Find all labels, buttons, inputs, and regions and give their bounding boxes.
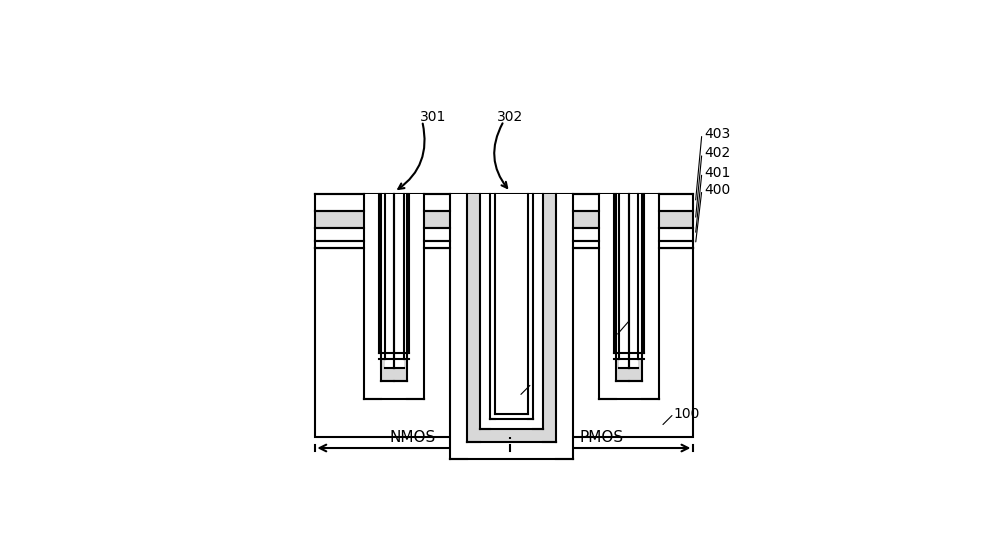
Bar	[616, 194, 629, 381]
Bar	[480, 194, 490, 429]
Text: PMOS: PMOS	[580, 429, 624, 444]
Bar	[315, 211, 693, 229]
Polygon shape	[493, 362, 532, 422]
Bar	[394, 194, 407, 381]
Bar	[407, 194, 424, 399]
Bar	[614, 194, 644, 353]
Bar	[528, 194, 533, 419]
Bar	[490, 194, 495, 419]
Bar	[364, 381, 424, 399]
Bar	[315, 194, 693, 211]
Bar	[619, 194, 629, 368]
Text: 402: 402	[704, 146, 730, 160]
Bar	[495, 194, 528, 414]
Bar	[619, 353, 638, 359]
Bar	[385, 194, 394, 368]
Bar	[642, 194, 659, 399]
Bar	[480, 419, 543, 429]
Bar	[404, 194, 409, 359]
Text: 403: 403	[704, 127, 730, 141]
Bar	[599, 194, 616, 399]
Bar	[467, 194, 480, 442]
Bar	[616, 368, 642, 381]
Bar	[394, 194, 404, 368]
Bar	[315, 229, 693, 241]
Bar	[315, 248, 693, 437]
Bar	[379, 194, 409, 353]
Bar	[614, 194, 619, 359]
Text: 101: 101	[532, 376, 558, 390]
Bar	[381, 194, 394, 381]
Text: 302: 302	[497, 110, 524, 124]
Bar	[629, 194, 638, 368]
Bar	[629, 194, 642, 381]
Bar	[533, 194, 543, 429]
Bar	[638, 194, 644, 359]
Bar	[379, 194, 385, 359]
Text: 301: 301	[420, 110, 446, 124]
Bar	[556, 194, 573, 459]
Text: 100: 100	[674, 406, 700, 420]
Text: 400: 400	[704, 183, 730, 197]
Bar	[599, 381, 659, 399]
Text: NMOS: NMOS	[389, 429, 436, 444]
Bar	[364, 194, 381, 399]
Text: 401: 401	[704, 165, 730, 179]
Bar	[450, 194, 467, 459]
Bar	[385, 353, 404, 359]
Bar	[381, 368, 407, 381]
Text: 300: 300	[631, 312, 657, 326]
Bar	[543, 194, 556, 442]
Bar	[467, 429, 556, 442]
Bar	[315, 241, 693, 248]
Bar	[450, 442, 573, 459]
Bar	[490, 414, 533, 419]
